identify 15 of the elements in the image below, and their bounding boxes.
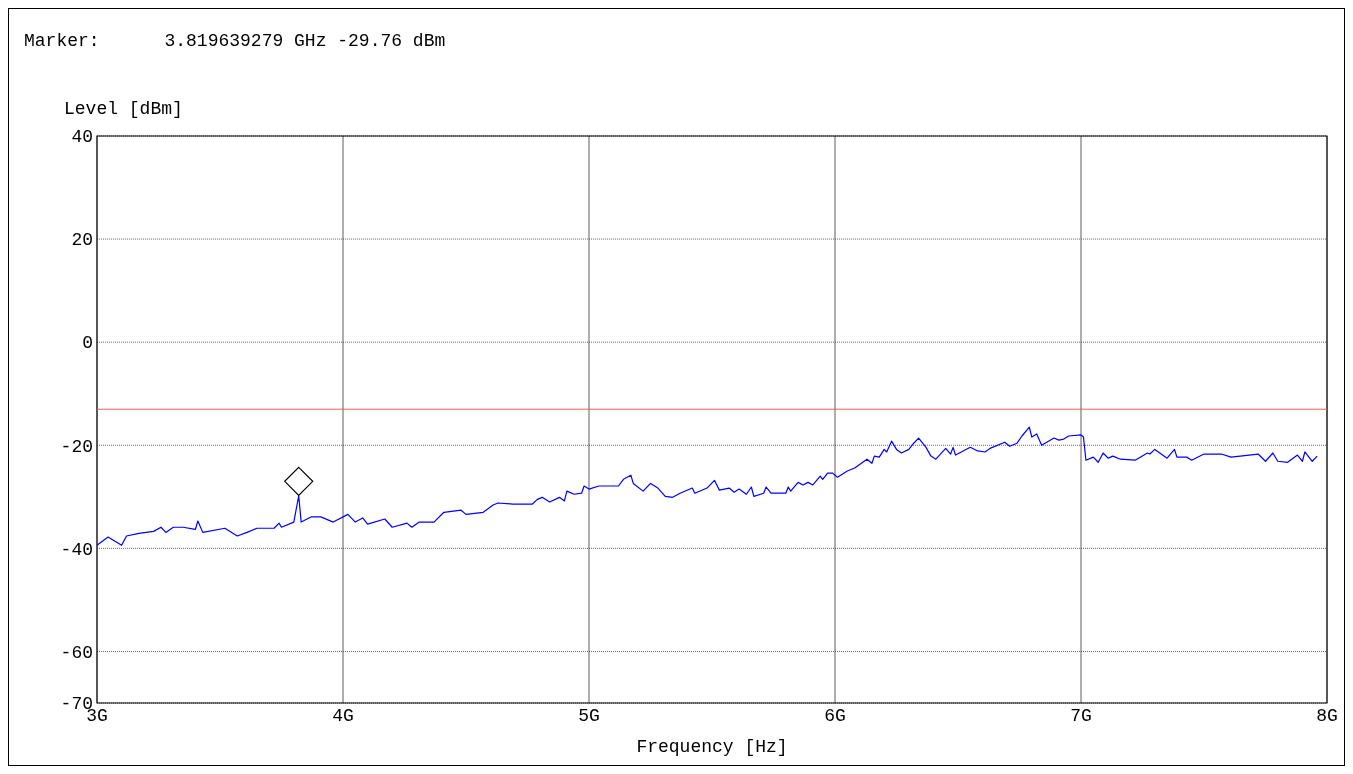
- y-axis-title: Level [dBm]: [64, 99, 183, 119]
- x-axis-title: Frequency [Hz]: [636, 737, 788, 757]
- y-tick-label: 40: [71, 127, 93, 148]
- x-tick-label: 6G: [824, 706, 846, 726]
- line-series: [96, 426, 1318, 546]
- y-tick-label: -40: [60, 539, 93, 560]
- x-tick-label: 5G: [578, 706, 600, 726]
- y-tick-label: -60: [60, 642, 93, 663]
- x-tick-label: 7G: [1070, 706, 1092, 726]
- x-tick-label: 8G: [1316, 706, 1338, 726]
- y-tick-label: 20: [71, 230, 93, 251]
- y-tick-label: 0: [82, 333, 93, 354]
- text: Marker: 3.819639279 GHz -29.76 dBm: [24, 31, 446, 51]
- y-tick-label: -20: [60, 436, 93, 457]
- x-tick-label: 4G: [332, 706, 354, 726]
